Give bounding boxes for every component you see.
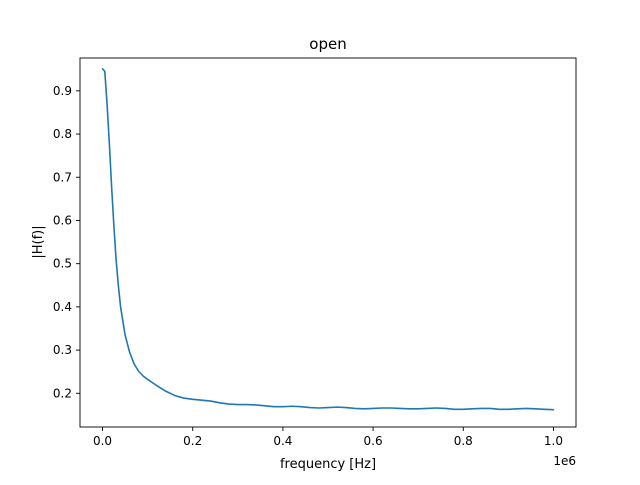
y-tick-label: 0.2 [53,386,72,400]
x-tick-label: 0.2 [183,434,202,448]
y-ticks: 0.2 0.3 0.4 0.5 0.6 0.7 0.8 0.9 [53,84,80,400]
y-tick-label: 0.3 [53,343,72,357]
axes-frame [79,57,577,428]
y-tick-label: 0.7 [53,170,72,184]
chart-title: open [309,35,346,53]
x-tick-label: 0.0 [93,434,112,448]
x-offset-label: 1e6 [553,454,576,468]
plot-area [101,68,555,411]
y-tick-label: 0.8 [53,127,72,141]
x-ticks: 0.0 0.2 0.4 0.6 0.8 1.0 [93,427,563,448]
x-tick-label: 1.0 [544,434,563,448]
x-tick-label: 0.8 [454,434,473,448]
y-tick-label: 0.9 [53,84,72,98]
x-tick-label: 0.6 [364,434,383,448]
x-axis-label: frequency [Hz] [280,457,376,472]
series-line-0 [101,68,555,411]
y-axis-label: |H(f)| [31,225,46,258]
y-tick-label: 0.4 [53,300,72,314]
y-tick-label: 0.6 [53,213,72,227]
axes [79,57,577,428]
y-tick-label: 0.5 [53,257,72,271]
x-tick-label: 0.4 [273,434,292,448]
